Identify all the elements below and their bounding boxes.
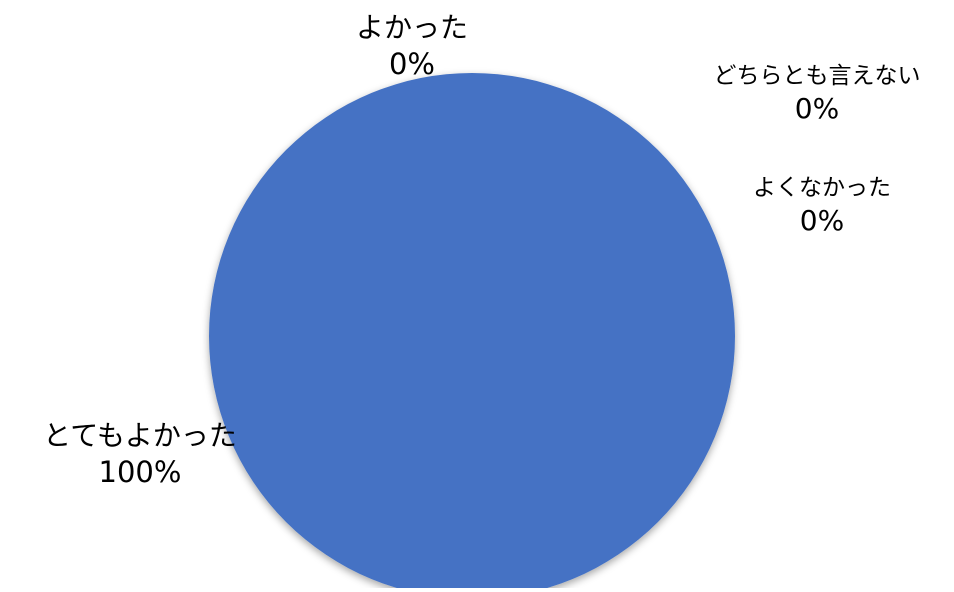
category-label: とてもよかった <box>43 419 237 452</box>
data-label-yokatta: よかった 0% <box>330 10 494 83</box>
category-label: よくなかった <box>753 175 891 201</box>
percent-label: 0% <box>388 46 435 81</box>
percent-label: 100% <box>98 454 182 489</box>
pie-slice-1 <box>209 73 735 592</box>
category-label: よかった <box>355 11 468 44</box>
data-label-totemo-yokatta: とてもよかった 100% <box>6 418 274 491</box>
percent-label: 0% <box>794 92 840 126</box>
data-label-yokunakatta: よくなかった 0% <box>722 174 922 239</box>
data-label-dochiratomo: どちらとも言えない 0% <box>682 62 952 127</box>
percent-label: 0% <box>799 204 845 238</box>
category-label: どちらとも言えない <box>713 63 921 89</box>
